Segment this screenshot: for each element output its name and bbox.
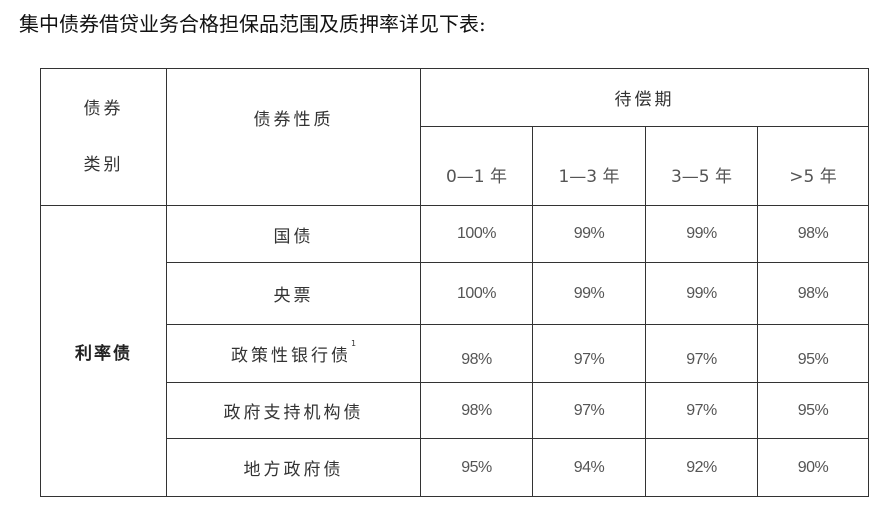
footnote-marker: 1 (350, 339, 357, 348)
bond-nature-cell: 国债 (166, 205, 421, 263)
header-bond-category: 债券 类别 (40, 68, 167, 206)
rate-cell: 100% (420, 205, 533, 263)
header-category-line2: 类别 (83, 155, 124, 175)
bond-nature-name: 央票 (273, 286, 314, 306)
rate-cell: 99% (645, 262, 758, 325)
rate-cell: 90% (757, 438, 869, 497)
rate-cell: 92% (645, 438, 758, 497)
page-title: 集中债券借贷业务合格担保品范围及质押率详见下表: (19, 12, 486, 36)
rate-cell: 97% (645, 324, 758, 383)
rate-cell: 99% (645, 205, 758, 263)
bond-nature-cell: 政府支持机构债 (166, 382, 421, 439)
rate-cell: 97% (645, 382, 758, 439)
rate-cell: 95% (757, 382, 869, 439)
rate-cell: 98% (757, 205, 869, 263)
bond-nature-name: 国债 (273, 226, 314, 247)
header-period: 3—5 年 (645, 126, 758, 206)
table-row: 央票 100% 99% 99% 98% (41, 262, 869, 325)
header-period: 0—1 年 (420, 126, 533, 206)
rate-cell: 99% (532, 262, 646, 325)
header-period: 1—3 年 (532, 126, 646, 206)
table-row: 政府支持机构债 98% 97% 97% 95% (41, 382, 869, 439)
rate-cell: 95% (420, 438, 533, 497)
rate-cell: 94% (532, 438, 646, 497)
header-bond-nature: 债券性质 (166, 68, 421, 206)
group-label: 利率债 (40, 205, 167, 497)
rate-cell: 98% (420, 324, 533, 383)
bond-nature-cell: 政策性银行债1 (166, 324, 421, 383)
table-row: 利率债 国债 100% 99% 99% 98% (40, 205, 869, 497)
rate-cell: 97% (532, 324, 646, 383)
header-category-line1: 债券 (83, 99, 124, 119)
rate-cell: 99% (532, 205, 646, 263)
header-maturity: 待偿期 (420, 68, 869, 127)
collateral-rate-table: 债券 类别 债券性质 待偿期 0—1 年 1—3 年 3—5 年 >5 年 利率… (40, 68, 869, 497)
bond-nature-cell: 央票 (166, 262, 421, 325)
rate-cell: 97% (532, 382, 646, 439)
rate-cell: 100% (420, 262, 533, 325)
rate-cell: 98% (757, 262, 869, 325)
rate-cell: 98% (420, 382, 533, 439)
table-row: 政策性银行债1 98% 97% 97% 95% (41, 324, 869, 383)
rate-cell: 95% (757, 324, 869, 383)
table-row: 地方政府债 95% 94% 92% 90% (41, 438, 869, 497)
bond-nature-cell: 地方政府债 (166, 438, 421, 497)
bond-nature-name: 地方政府债 (243, 460, 344, 480)
header-period: >5 年 (757, 126, 869, 206)
bond-nature-name: 政府支持机构债 (223, 403, 364, 423)
bond-nature-name: 政策性银行债 (230, 346, 351, 366)
